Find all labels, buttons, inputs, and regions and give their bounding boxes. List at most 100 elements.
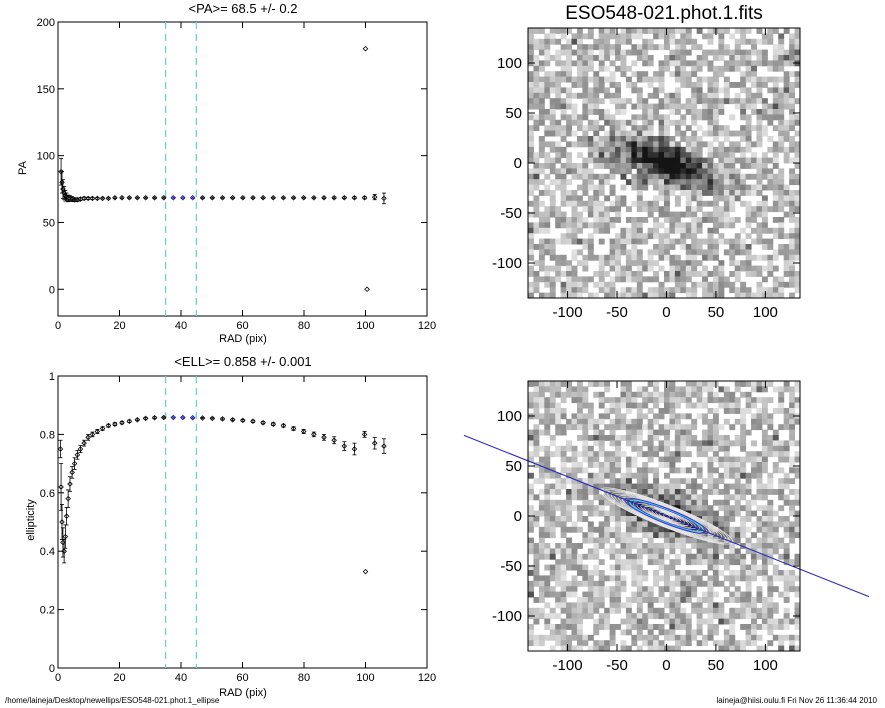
- img-pixel: [538, 87, 545, 94]
- img-pixel: [582, 157, 589, 164]
- cont-pixel: [609, 624, 616, 630]
- img-pixel: [566, 217, 573, 223]
- cont-pixel: [745, 613, 752, 620]
- img-pixel: [664, 125, 670, 132]
- pa-data-point: [71, 196, 78, 203]
- cont-pixel: [533, 575, 540, 582]
- img-pixel: [745, 55, 752, 61]
- cont-pixel: [772, 451, 779, 458]
- img-pixel: [778, 119, 785, 126]
- cont-xtick-label: -100: [553, 657, 583, 674]
- img-pixel: [549, 55, 556, 61]
- cont-pixel: [560, 548, 567, 555]
- cont-pixel: [723, 618, 730, 625]
- img-pixel: [647, 276, 654, 283]
- img-pixel: [691, 152, 698, 159]
- cont-pixel: [560, 564, 567, 571]
- cont-pixel: [593, 570, 600, 576]
- cont-pixel: [636, 489, 643, 495]
- img-pixel: [707, 271, 714, 277]
- cont-pixel: [544, 618, 551, 625]
- cont-pixel: [712, 510, 719, 517]
- cont-pixel: [587, 489, 594, 495]
- img-pixel: [772, 103, 779, 110]
- cont-pixel: [658, 429, 665, 436]
- img-pixel: [609, 281, 616, 288]
- img-pixel: [593, 92, 600, 99]
- img-pixel: [680, 119, 687, 126]
- cont-pixel: [783, 613, 790, 620]
- img-pixel: [740, 130, 747, 137]
- cont-pixel: [647, 548, 654, 555]
- img-pixel: [604, 136, 611, 142]
- cont-pixel: [560, 607, 567, 614]
- cont-pixel: [538, 510, 545, 517]
- img-pixel: [528, 200, 534, 207]
- cont-pixel: [718, 607, 725, 614]
- img-pixel: [783, 82, 790, 88]
- img-pixel: [576, 60, 583, 67]
- cont-pixel: [707, 526, 714, 533]
- cont-pixel: [789, 418, 796, 425]
- img-pixel: [691, 254, 698, 261]
- cont-pixel: [615, 408, 621, 414]
- cont-pixel: [615, 435, 621, 441]
- cont-pixel: [778, 618, 785, 625]
- cont-pixel: [778, 575, 785, 582]
- cont-pixel: [680, 597, 687, 603]
- img-pixel: [620, 28, 627, 34]
- img-pixel: [636, 249, 643, 256]
- cont-pixel: [707, 456, 714, 463]
- cont-pixel: [544, 489, 551, 495]
- cont-pixel: [555, 402, 562, 409]
- img-pixel: [756, 179, 763, 186]
- img-pixel: [685, 76, 692, 83]
- img-pixel: [794, 217, 801, 223]
- cont-pixel: [538, 597, 545, 603]
- cont-pixel: [658, 586, 665, 593]
- img-pixel: [696, 200, 703, 207]
- cont-pixel: [609, 629, 616, 636]
- img-pixel: [625, 168, 632, 175]
- img-pixel: [702, 163, 709, 169]
- cont-pixel: [560, 559, 567, 566]
- cont-pixel: [696, 386, 703, 393]
- img-pixel: [674, 163, 681, 169]
- img-pixel: [544, 244, 551, 250]
- img-pixel: [533, 87, 540, 94]
- cont-pixel: [734, 489, 741, 495]
- img-pixel: [756, 98, 763, 105]
- cont-pixel: [789, 640, 796, 647]
- cont-pixel: [712, 629, 719, 636]
- img-pixel: [685, 206, 692, 213]
- cont-pixel: [778, 445, 785, 452]
- cont-pixel: [620, 499, 627, 506]
- cont-pixel: [631, 445, 638, 452]
- img-pixel: [549, 168, 556, 175]
- img-pixel: [533, 179, 540, 186]
- img-pixel: [582, 190, 589, 196]
- cont-pixel: [751, 413, 757, 420]
- ell-data-point: [290, 425, 297, 432]
- cont-pixel: [658, 483, 665, 490]
- cont-pixel: [761, 570, 768, 576]
- ell-xtick-label: 100: [356, 672, 374, 684]
- img-pixel: [702, 287, 709, 294]
- img-pixel: [772, 98, 779, 105]
- ell-xtick-label: 0: [55, 672, 61, 684]
- img-pixel: [549, 179, 556, 186]
- img-pixel: [560, 271, 567, 277]
- img-pixel: [691, 157, 698, 164]
- img-pixel: [772, 179, 779, 186]
- img-pixel: [702, 157, 709, 164]
- img-pixel: [723, 92, 730, 99]
- cont-pixel: [549, 516, 556, 522]
- cont-pixel: [609, 402, 616, 409]
- img-pixel: [691, 130, 698, 137]
- cont-pixel: [674, 489, 681, 495]
- img-pixel: [566, 65, 573, 72]
- img-pixel: [691, 44, 698, 51]
- cont-pixel: [642, 451, 649, 458]
- img-pixel: [604, 227, 611, 234]
- cont-pixel: [685, 467, 692, 474]
